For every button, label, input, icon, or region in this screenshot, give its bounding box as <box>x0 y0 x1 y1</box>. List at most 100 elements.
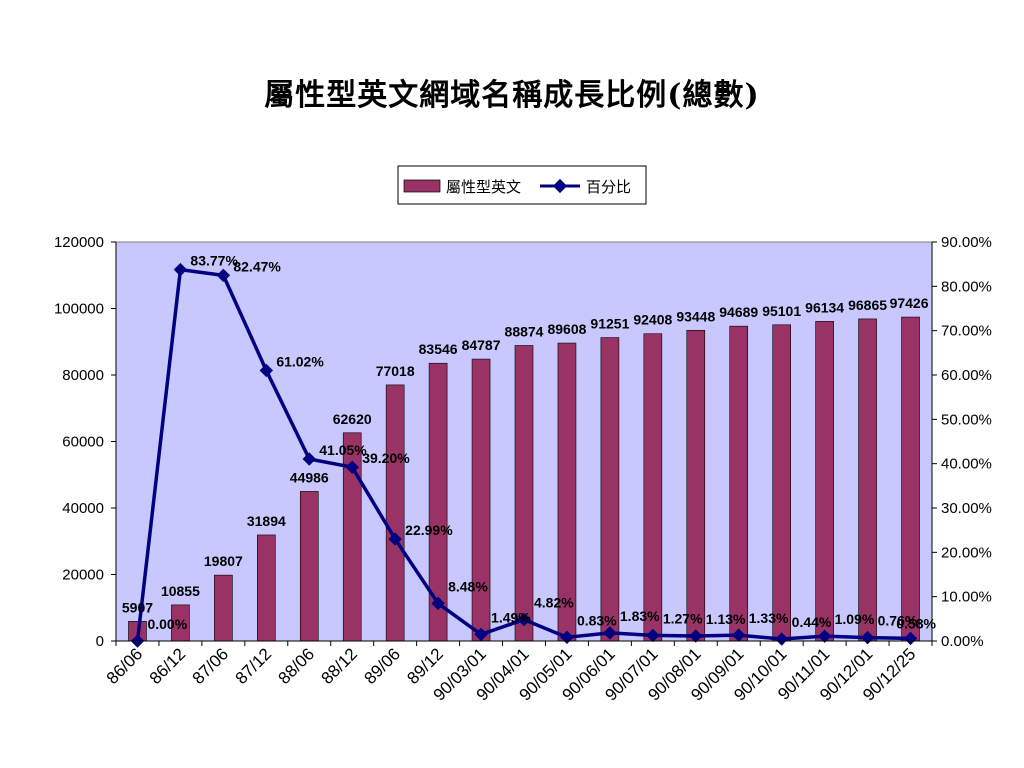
line-point <box>388 532 402 546</box>
bar <box>257 534 276 642</box>
bar-value-label: 89608 <box>547 321 586 337</box>
x-tick-label: 87/06 <box>189 644 233 688</box>
x-tick-label: 86/12 <box>146 644 190 688</box>
bar-value-label: 84787 <box>462 337 501 353</box>
y-right-tick-label: 70.00% <box>941 323 992 340</box>
line-point <box>173 262 188 277</box>
line-value-label: 0.00% <box>147 616 187 632</box>
bar-value-label: 83546 <box>419 341 458 357</box>
legend: 屬性型英文 百分比 <box>397 165 647 205</box>
bar-series <box>128 316 920 642</box>
x-tick-label: 87/12 <box>232 644 276 688</box>
line-point <box>474 627 488 642</box>
line-point <box>560 630 574 645</box>
bar <box>514 345 534 642</box>
bar <box>643 333 663 642</box>
line-value-label: 61.02% <box>276 353 324 369</box>
line-value-label: 1.83% <box>620 608 660 624</box>
x-tick-label: 89/06 <box>360 644 404 688</box>
line-series <box>130 262 918 648</box>
x-tick-label: 88/12 <box>318 644 362 688</box>
line-point <box>302 452 316 466</box>
line-value-label: 1.09% <box>835 611 875 627</box>
line-value-label: 41.05% <box>319 442 367 458</box>
bar-value-label: 92408 <box>633 312 672 328</box>
bar <box>686 329 706 642</box>
bar-value-label: 91251 <box>590 316 629 332</box>
bar-value-label: 97426 <box>890 295 929 311</box>
bar-value-label: 31894 <box>247 513 286 529</box>
bar-value-label: 95101 <box>762 303 801 319</box>
line-value-label: 8.48% <box>448 578 488 594</box>
bar-value-label: 44986 <box>290 469 329 485</box>
y-left-tick-label: 100000 <box>54 301 104 318</box>
y-right-tick-label: 40.00% <box>941 456 992 473</box>
line-value-label: 0.76% <box>878 613 918 629</box>
bar <box>299 491 319 642</box>
bar-value-label: 88874 <box>505 323 544 339</box>
y-left-tick-label: 40000 <box>62 500 104 517</box>
y-right-tick-label: 10.00% <box>941 589 992 606</box>
bar <box>600 337 620 642</box>
bar <box>772 324 791 642</box>
line-point <box>603 626 617 640</box>
line-value-label: 4.82% <box>534 595 574 611</box>
bar <box>815 321 834 642</box>
bar <box>901 316 920 642</box>
x-tick-label: 88/06 <box>275 644 319 688</box>
line-point <box>517 612 531 627</box>
line-value-label: 0.58% <box>896 615 936 631</box>
y-right-tick-label: 90.00% <box>941 234 992 251</box>
y-right-tick-label: 0.00% <box>941 633 984 650</box>
line-point <box>689 629 703 643</box>
chart-title: 屬性型英文網域名稱成長比例(總數) <box>264 78 760 113</box>
y-left-tick-label: 60000 <box>62 434 104 451</box>
bar-value-label: 96865 <box>848 297 887 313</box>
bar-value-label: 77018 <box>376 363 415 379</box>
bar-value-label: 19807 <box>204 553 243 569</box>
y-left-tick-label: 0 <box>96 633 104 650</box>
bar-value-label: 93448 <box>676 308 715 324</box>
bar-value-label: 94689 <box>719 304 758 320</box>
y-left-tick-label: 80000 <box>62 367 104 384</box>
line-point <box>817 629 832 643</box>
legend-line-label: 百分比 <box>586 178 631 196</box>
y-left-tick-label: 120000 <box>54 234 104 251</box>
y-right-tick-label: 50.00% <box>941 411 992 428</box>
bar-value-label: 96134 <box>805 299 844 315</box>
y-right-tick-label: 20.00% <box>941 544 992 561</box>
bar <box>214 574 233 642</box>
bar-value-label: 5907 <box>122 599 153 615</box>
bar <box>471 358 491 642</box>
bar <box>729 325 749 642</box>
line-point <box>431 596 445 611</box>
bar-value-label: 62620 <box>333 411 372 427</box>
line-point <box>216 268 231 283</box>
y-right-tick-label: 60.00% <box>941 367 992 384</box>
line-point <box>259 363 274 378</box>
y-right-tick-label: 80.00% <box>941 278 992 295</box>
line-value-label: 39.20% <box>362 450 410 466</box>
bar <box>858 318 877 642</box>
line-value-label: 0.83% <box>577 612 617 628</box>
line-value-label: 82.47% <box>233 258 281 274</box>
legend-line-marker <box>552 178 568 194</box>
legend-bar-swatch <box>403 179 441 193</box>
y-left-tick-label: 20000 <box>62 567 104 584</box>
line-point <box>345 460 359 474</box>
legend-bar-label: 屬性型英文 <box>446 178 521 196</box>
line-value-label: 1.33% <box>749 610 789 626</box>
line-value-label: 1.49% <box>491 609 531 625</box>
line-value-label: 22.99% <box>405 522 453 538</box>
y-right-tick-label: 30.00% <box>941 500 992 517</box>
x-tick-label: 86/06 <box>103 644 147 688</box>
bar <box>385 384 405 642</box>
line-value-label: 1.13% <box>706 611 746 627</box>
line-value-label: 1.27% <box>663 610 703 626</box>
bar-value-label: 10855 <box>161 583 200 599</box>
line-value-label: 83.77% <box>190 253 238 269</box>
line-point <box>774 632 789 646</box>
line-value-label: 0.44% <box>792 614 832 630</box>
